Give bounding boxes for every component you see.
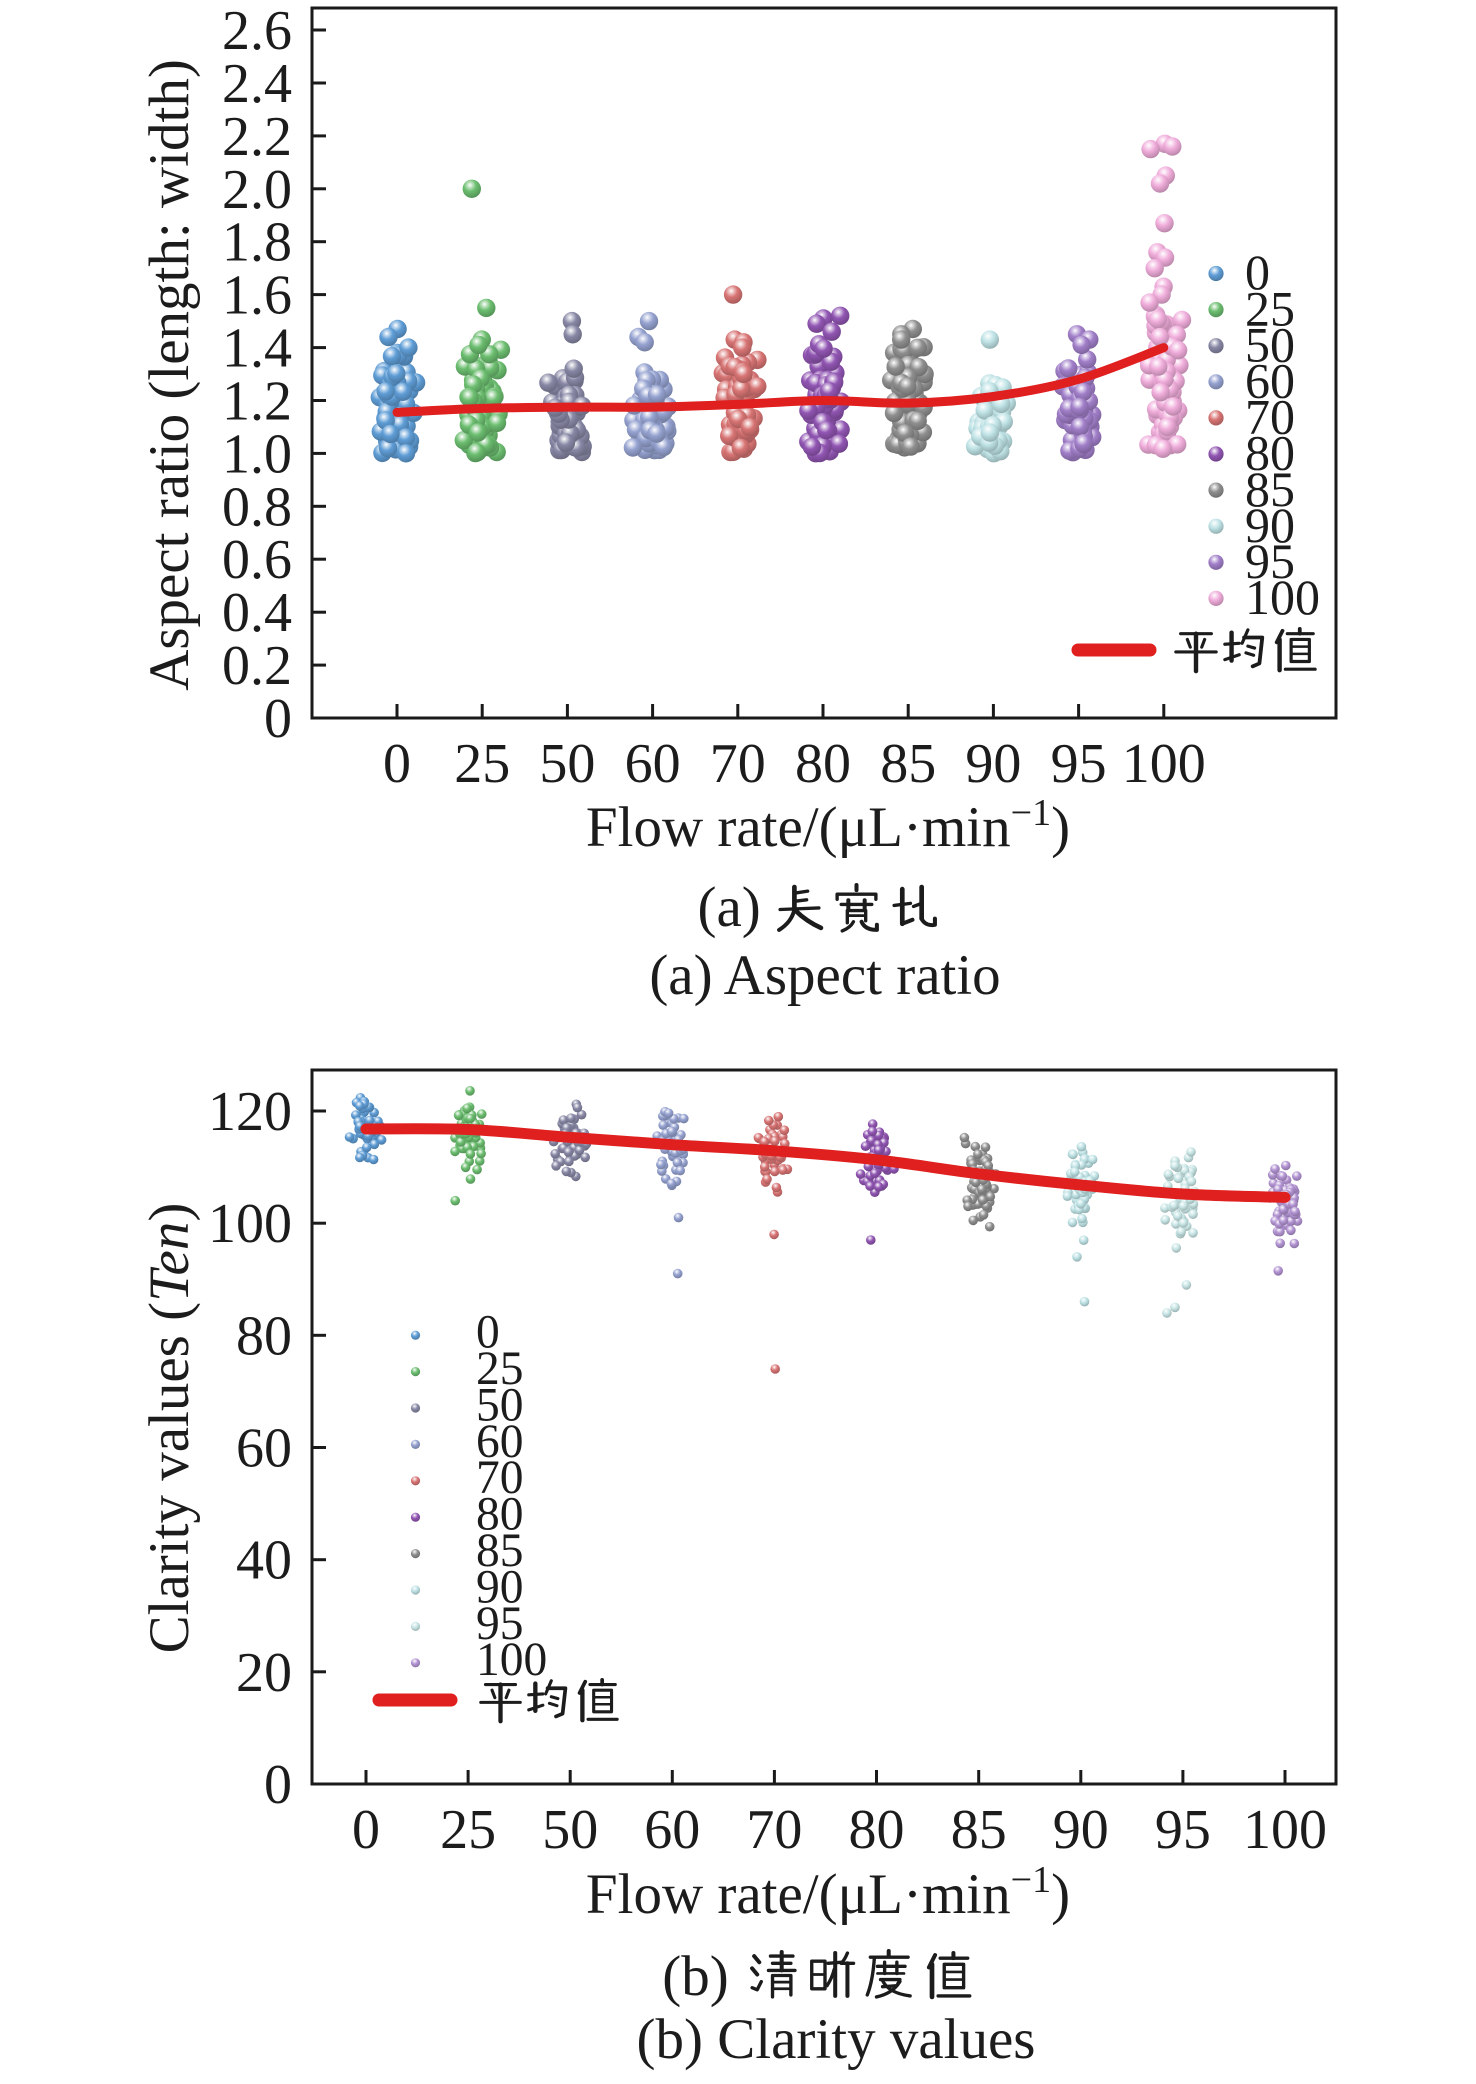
- svg-text:80: 80: [849, 1799, 905, 1861]
- svg-text:1.4: 1.4: [222, 318, 292, 380]
- svg-text:60: 60: [236, 1418, 292, 1480]
- svg-text:80: 80: [236, 1305, 292, 1367]
- svg-text:70: 70: [746, 1799, 802, 1861]
- svg-text:60: 60: [476, 1416, 524, 1468]
- svg-text:70: 70: [1245, 389, 1295, 445]
- svg-text:50: 50: [542, 1799, 598, 1861]
- svg-text:40: 40: [236, 1530, 292, 1592]
- svg-text:25: 25: [476, 1343, 524, 1395]
- svg-text:80: 80: [795, 733, 851, 795]
- svg-text:25: 25: [1245, 280, 1295, 336]
- svg-text:70: 70: [710, 733, 766, 795]
- svg-text:1.8: 1.8: [222, 212, 292, 274]
- svg-text:95: 95: [1245, 533, 1295, 589]
- svg-text:0.2: 0.2: [222, 635, 292, 697]
- svg-text:90: 90: [1053, 1799, 1109, 1861]
- svg-text:Flow rate/(μL·min−1): Flow rate/(μL·min−1): [586, 792, 1070, 859]
- svg-text:120: 120: [208, 1081, 292, 1143]
- svg-text:50: 50: [539, 733, 595, 795]
- svg-text:90: 90: [1245, 497, 1295, 553]
- svg-text:0: 0: [352, 1799, 380, 1861]
- svg-text:0: 0: [264, 1754, 292, 1816]
- svg-text:2.4: 2.4: [222, 53, 292, 115]
- svg-text:85: 85: [1245, 461, 1295, 517]
- svg-text:50: 50: [1245, 316, 1295, 372]
- svg-text:90: 90: [476, 1561, 524, 1613]
- svg-text:100: 100: [476, 1634, 547, 1686]
- svg-text:1.6: 1.6: [222, 265, 292, 327]
- svg-text:2.2: 2.2: [222, 106, 292, 168]
- svg-text:0: 0: [383, 733, 411, 795]
- svg-text:95: 95: [1051, 733, 1107, 795]
- svg-text:2.0: 2.0: [222, 159, 292, 221]
- svg-text:70: 70: [476, 1452, 524, 1504]
- svg-text:50: 50: [476, 1379, 524, 1431]
- svg-text:60: 60: [644, 1799, 700, 1861]
- svg-text:(b): (b): [662, 1945, 743, 2008]
- svg-text:95: 95: [1155, 1799, 1211, 1861]
- svg-text:80: 80: [1245, 425, 1295, 481]
- svg-text:1.2: 1.2: [222, 371, 292, 433]
- svg-text:60: 60: [1245, 353, 1295, 409]
- svg-text:0: 0: [1245, 244, 1270, 300]
- svg-text:0.8: 0.8: [222, 476, 292, 538]
- svg-text:20: 20: [236, 1642, 292, 1704]
- svg-text:Clarity values (Ten): Clarity values (Ten): [138, 1203, 201, 1654]
- svg-text:0: 0: [476, 1307, 500, 1359]
- svg-text:Aspect ratio (length: width): Aspect ratio (length: width): [138, 59, 201, 691]
- svg-text:60: 60: [625, 733, 681, 795]
- svg-text:90: 90: [965, 733, 1021, 795]
- svg-text:100: 100: [1245, 569, 1320, 625]
- svg-text:100: 100: [208, 1193, 292, 1255]
- svg-text:80: 80: [476, 1489, 524, 1541]
- svg-text:0: 0: [264, 688, 292, 750]
- svg-text:Flow rate/(μL·min−1): Flow rate/(μL·min−1): [586, 1859, 1070, 1926]
- svg-text:0.6: 0.6: [222, 529, 292, 591]
- svg-text:25: 25: [454, 733, 510, 795]
- svg-text:1.0: 1.0: [222, 423, 292, 485]
- svg-text:100: 100: [1122, 733, 1206, 795]
- svg-text:85: 85: [951, 1799, 1007, 1861]
- svg-text:100: 100: [1243, 1799, 1327, 1861]
- svg-text:95: 95: [476, 1598, 524, 1650]
- svg-text:85: 85: [476, 1525, 524, 1577]
- svg-text:2.6: 2.6: [222, 0, 292, 62]
- svg-text:(a) Aspect ratio: (a) Aspect ratio: [649, 944, 1000, 1007]
- svg-text:25: 25: [440, 1799, 496, 1861]
- svg-text:85: 85: [880, 733, 936, 795]
- svg-text:0.4: 0.4: [222, 582, 292, 644]
- svg-text:(a): (a): [697, 876, 775, 939]
- svg-text:(b) Clarity values: (b) Clarity values: [637, 2008, 1036, 2071]
